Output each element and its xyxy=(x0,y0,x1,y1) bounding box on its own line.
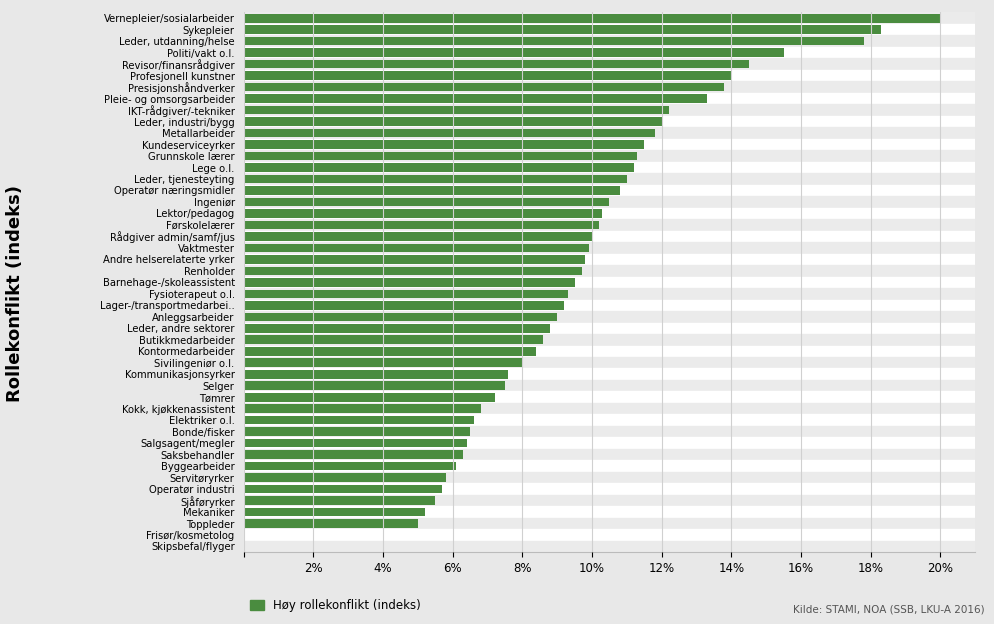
Bar xyxy=(244,519,417,528)
Bar xyxy=(244,116,974,127)
Bar xyxy=(244,496,435,505)
Bar xyxy=(244,324,550,333)
Bar xyxy=(244,541,974,552)
Bar xyxy=(244,484,974,495)
Bar xyxy=(244,37,863,46)
Bar xyxy=(244,370,508,379)
Bar xyxy=(244,94,706,103)
Bar xyxy=(244,449,974,461)
Bar xyxy=(244,185,974,196)
Bar xyxy=(244,253,974,265)
Bar xyxy=(244,369,974,380)
Bar xyxy=(244,242,974,253)
Bar xyxy=(244,485,441,494)
Bar xyxy=(244,219,974,231)
Bar xyxy=(244,391,974,403)
Bar xyxy=(244,414,974,426)
Bar xyxy=(244,232,591,241)
Bar xyxy=(244,117,661,126)
Bar xyxy=(244,196,974,208)
Text: Kilde: STAMI, NOA (SSB, LKU-A 2016): Kilde: STAMI, NOA (SSB, LKU-A 2016) xyxy=(792,605,984,615)
Bar xyxy=(244,529,974,541)
Bar xyxy=(244,311,974,323)
Bar xyxy=(244,495,974,506)
Bar xyxy=(244,451,463,459)
Bar xyxy=(244,393,494,401)
Bar xyxy=(244,300,974,311)
Bar xyxy=(244,278,575,286)
Bar xyxy=(244,12,974,24)
Bar xyxy=(244,208,974,219)
Bar xyxy=(244,288,974,300)
Bar xyxy=(244,47,974,59)
Bar xyxy=(244,301,564,310)
Bar xyxy=(244,71,731,80)
Bar xyxy=(244,14,939,22)
Bar xyxy=(244,81,974,93)
Bar xyxy=(244,150,974,162)
Bar xyxy=(244,346,974,357)
Bar xyxy=(244,173,974,185)
Bar xyxy=(244,140,644,149)
Bar xyxy=(244,276,974,288)
Bar xyxy=(244,473,445,482)
Bar xyxy=(244,186,619,195)
Bar xyxy=(244,221,598,229)
Bar xyxy=(244,59,974,70)
Bar xyxy=(244,336,543,344)
Bar xyxy=(244,127,974,139)
Bar xyxy=(244,265,974,276)
Bar xyxy=(244,163,633,172)
Bar xyxy=(244,357,974,369)
Bar xyxy=(244,36,974,47)
Bar xyxy=(244,70,974,81)
Bar xyxy=(244,290,568,298)
Bar xyxy=(244,49,783,57)
Bar xyxy=(244,266,580,275)
Bar xyxy=(244,358,522,367)
Bar xyxy=(244,462,455,470)
Bar xyxy=(244,347,536,356)
Bar xyxy=(244,403,974,414)
Text: Rollekonflikt (indeks): Rollekonflikt (indeks) xyxy=(6,185,24,402)
Bar xyxy=(244,437,974,449)
Bar xyxy=(244,104,974,116)
Bar xyxy=(244,243,588,252)
Bar xyxy=(244,313,557,321)
Bar xyxy=(244,255,584,264)
Bar xyxy=(244,26,881,34)
Bar xyxy=(244,83,724,92)
Bar xyxy=(244,198,608,207)
Bar xyxy=(244,506,974,518)
Bar xyxy=(244,426,974,437)
Bar xyxy=(244,472,974,484)
Legend: Høy rollekonflikt (indeks): Høy rollekonflikt (indeks) xyxy=(249,599,420,612)
Bar xyxy=(244,129,654,137)
Bar xyxy=(244,518,974,529)
Bar xyxy=(244,209,602,218)
Bar xyxy=(244,380,974,391)
Bar xyxy=(244,381,504,390)
Bar xyxy=(244,439,466,447)
Bar xyxy=(244,152,636,160)
Bar xyxy=(244,508,424,516)
Bar xyxy=(244,461,974,472)
Bar xyxy=(244,231,974,242)
Bar xyxy=(244,106,668,114)
Bar xyxy=(244,323,974,334)
Bar xyxy=(244,139,974,150)
Bar xyxy=(244,416,473,424)
Bar xyxy=(244,334,974,346)
Bar xyxy=(244,24,974,36)
Bar xyxy=(244,404,480,413)
Bar xyxy=(244,427,469,436)
Bar xyxy=(244,60,748,69)
Bar xyxy=(244,175,626,183)
Bar xyxy=(244,93,974,104)
Bar xyxy=(244,162,974,173)
